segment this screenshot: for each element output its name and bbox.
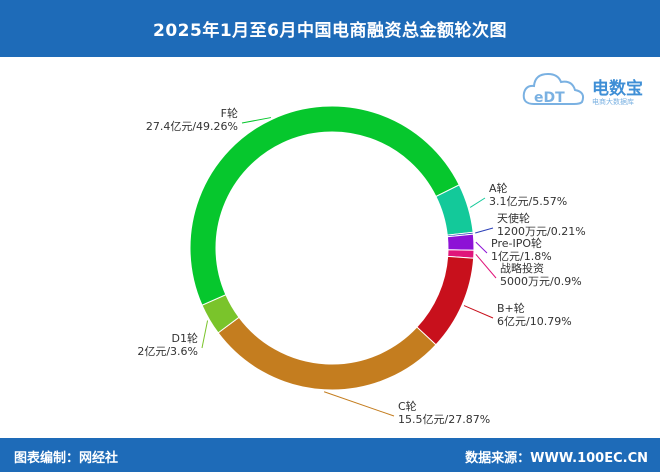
slice-value-label-3: 1亿元/1.8% xyxy=(491,250,552,263)
logo-subtitle: 电商大数据库 xyxy=(592,98,634,106)
footer-credit: 图表编制：网经社 xyxy=(14,451,119,466)
slice-6 xyxy=(217,316,437,391)
slice-name-4: 战略投资 xyxy=(500,261,544,275)
leader-line-7 xyxy=(201,320,209,349)
slice-name-8: F轮 xyxy=(221,106,238,120)
slice-name-6: C轮 xyxy=(398,399,417,413)
slice-name-7: D1轮 xyxy=(172,331,198,345)
leader-line-4 xyxy=(475,253,497,279)
footer-bar: 图表编制：网经社 数据来源：WWW.100EC.CN xyxy=(0,438,660,472)
slice-value-label-4: 5000万元/0.9% xyxy=(500,275,582,288)
slice-value-label-2: 1200万元/0.21% xyxy=(497,225,586,238)
slice-value-label-1: 3.1亿元/5.57% xyxy=(489,195,567,208)
slice-name-2: 天使轮 xyxy=(497,211,530,225)
slice-value-label-6: 15.5亿元/27.87% xyxy=(398,413,490,426)
slice-5 xyxy=(416,255,475,346)
slice-3 xyxy=(446,233,475,251)
slice-name-1: A轮 xyxy=(489,181,508,195)
leader-line-8 xyxy=(241,117,272,124)
logo: eDT 电数宝 电商大数据库 xyxy=(520,60,660,112)
slice-value-label-8: 27.4亿元/49.26% xyxy=(146,120,238,133)
slice-name-5: B+轮 xyxy=(497,301,525,315)
leader-line-1 xyxy=(469,197,486,208)
leader-line-2 xyxy=(475,227,494,234)
slice-value-label-5: 6亿元/10.79% xyxy=(497,315,572,328)
cloud-logo-icon: eDT xyxy=(522,72,585,106)
leader-line-3 xyxy=(475,241,488,254)
leader-line-5 xyxy=(463,305,494,319)
slice-value-label-7: 2亿元/3.6% xyxy=(137,345,198,358)
logo-text: 电数宝 xyxy=(592,79,643,99)
leader-line-6 xyxy=(323,391,395,417)
slice-8 xyxy=(189,105,460,306)
footer-source: 数据来源：WWW.100EC.CN xyxy=(465,451,648,466)
slice-name-3: Pre-IPO轮 xyxy=(491,236,542,250)
svg-text:eDT: eDT xyxy=(534,90,565,106)
donut-chart: A轮3.1亿元/5.57% 天使轮1200万元/0.21%Pre-IPO轮1亿元/… xyxy=(137,105,586,426)
page-title: 2025年1月至6月中国电商融资总金额轮次图 xyxy=(153,21,507,41)
header-bar: 2025年1月至6月中国电商融资总金额轮次图 xyxy=(0,0,660,57)
